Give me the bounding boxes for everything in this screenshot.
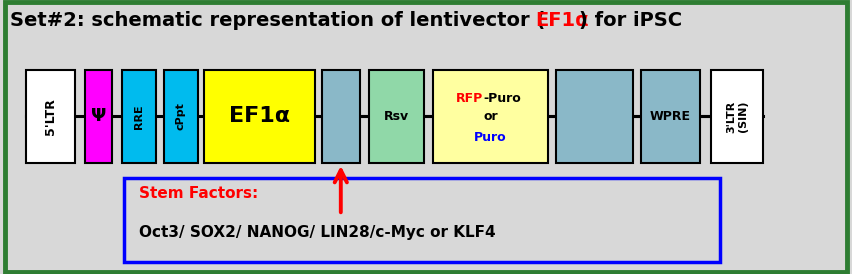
Bar (124, 178, 720, 262)
Bar (556, 70, 633, 163)
Bar (369, 70, 424, 163)
Text: or: or (483, 110, 498, 123)
Bar (85, 70, 112, 163)
Text: RRE: RRE (134, 104, 144, 129)
Text: EF1α: EF1α (535, 11, 589, 30)
Text: ) for iPSC: ) for iPSC (579, 11, 682, 30)
Bar (26, 70, 75, 163)
Text: EF1α: EF1α (229, 107, 291, 126)
Text: Rsv: Rsv (384, 110, 409, 123)
Bar (122, 70, 156, 163)
Text: Puro: Puro (474, 130, 507, 144)
Text: WPRE: WPRE (650, 110, 691, 123)
Bar (322, 70, 360, 163)
Text: 5'LTR: 5'LTR (43, 98, 57, 135)
Text: Ψ: Ψ (91, 107, 106, 125)
Text: Oct3/ SOX2/ NANOG/ LIN28/c-Myc or KLF4: Oct3/ SOX2/ NANOG/ LIN28/c-Myc or KLF4 (139, 225, 496, 240)
Bar (204, 70, 315, 163)
Bar (641, 70, 700, 163)
Bar (164, 70, 198, 163)
Text: Set#2: schematic representation of lentivector (: Set#2: schematic representation of lenti… (10, 11, 545, 30)
Text: -Puro: -Puro (484, 92, 521, 105)
Bar (711, 70, 763, 163)
Bar (433, 70, 548, 163)
Text: cPpt: cPpt (176, 102, 186, 130)
Text: Stem Factors:: Stem Factors: (139, 186, 258, 201)
Text: 3'LTR
(SIN): 3'LTR (SIN) (726, 100, 748, 133)
Text: RFP: RFP (457, 92, 484, 105)
